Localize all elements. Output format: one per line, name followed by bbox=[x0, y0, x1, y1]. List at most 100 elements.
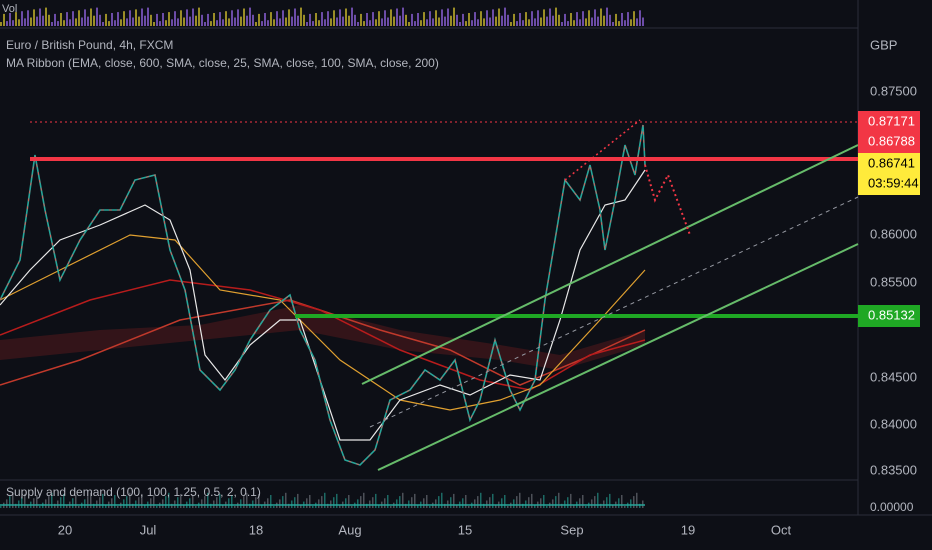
sd-bar bbox=[387, 495, 389, 508]
sd-bar bbox=[573, 504, 575, 508]
sd-bar bbox=[357, 499, 359, 508]
volume-bar bbox=[93, 15, 95, 26]
volume-bar bbox=[72, 11, 74, 26]
countdown-text: 03:59:44 bbox=[868, 175, 919, 190]
volume-bar bbox=[636, 18, 638, 26]
volume-bar bbox=[249, 7, 251, 26]
volume-bar bbox=[288, 9, 290, 26]
sd-bar bbox=[231, 495, 233, 508]
sd-bar bbox=[636, 492, 638, 508]
volume-bar bbox=[393, 16, 395, 26]
volume-bar bbox=[297, 15, 299, 26]
sd-bar bbox=[345, 498, 347, 508]
volume-bar bbox=[627, 12, 629, 26]
sd-bar bbox=[39, 506, 41, 508]
sd-bar bbox=[93, 503, 95, 508]
sd-bar bbox=[165, 496, 167, 508]
volume-bar bbox=[273, 19, 275, 26]
sd-bar bbox=[246, 492, 248, 508]
volume-label: Vol bbox=[2, 3, 17, 15]
sd-bar bbox=[312, 506, 314, 508]
sd-bar bbox=[624, 506, 626, 508]
sd-bar bbox=[180, 493, 182, 508]
volume-bar bbox=[462, 13, 464, 26]
volume-bar bbox=[474, 12, 476, 26]
sd-bar bbox=[300, 504, 302, 508]
volume-bar bbox=[189, 16, 191, 26]
symbol-title: Euro / British Pound, 4h, FXCM bbox=[6, 38, 173, 52]
volume-bar bbox=[546, 16, 548, 26]
sd-bar bbox=[141, 493, 143, 508]
indicator-title: MA Ribbon (EMA, close, 600, SMA, close, … bbox=[6, 56, 439, 70]
sd-bar bbox=[339, 504, 341, 508]
sd-bar bbox=[24, 493, 26, 508]
time-tick-label: Sep bbox=[560, 522, 583, 537]
volume-bar bbox=[276, 11, 278, 26]
volume-bar bbox=[240, 16, 242, 26]
sd-bar bbox=[375, 493, 377, 508]
sd-bar bbox=[402, 492, 404, 508]
volume-bar bbox=[498, 8, 500, 26]
volume-bar bbox=[291, 16, 293, 26]
sd-bar bbox=[105, 504, 107, 508]
volume-bar bbox=[48, 14, 50, 26]
volume-bar bbox=[399, 15, 401, 26]
sd-bar bbox=[582, 495, 584, 508]
volume-bar bbox=[219, 12, 221, 26]
sd-bar bbox=[90, 492, 92, 508]
sd-bar bbox=[294, 497, 296, 508]
volume-bar bbox=[513, 13, 515, 26]
volume-bar bbox=[465, 21, 467, 26]
volume-bar bbox=[246, 15, 248, 26]
volume-bar bbox=[525, 12, 527, 26]
volume-bar bbox=[39, 8, 41, 26]
lower-pane-tick: 0.00000 bbox=[870, 500, 914, 514]
sd-bar bbox=[444, 503, 446, 508]
sd-bar bbox=[378, 504, 380, 508]
volume-bar bbox=[174, 11, 176, 26]
sd-bar bbox=[513, 499, 515, 508]
sd-bar bbox=[351, 506, 353, 508]
price-tick-label: 0.86000 bbox=[870, 226, 917, 241]
sd-bar bbox=[333, 497, 335, 508]
sd-bar bbox=[321, 496, 323, 508]
sd-bar bbox=[441, 492, 443, 508]
volume-bar bbox=[258, 13, 260, 26]
time-tick-label: 18 bbox=[249, 522, 263, 537]
volume-bar bbox=[357, 22, 359, 26]
volume-bar bbox=[411, 13, 413, 26]
sd-bar bbox=[309, 495, 311, 508]
volume-bar bbox=[252, 14, 254, 26]
sd-bar bbox=[84, 499, 86, 508]
sd-bar bbox=[228, 498, 230, 508]
sd-bar bbox=[207, 492, 209, 508]
volume-bar bbox=[384, 10, 386, 26]
volume-bar bbox=[378, 11, 380, 26]
sd-bar bbox=[216, 497, 218, 508]
sd-bar bbox=[45, 499, 47, 508]
volume-bar bbox=[228, 18, 230, 26]
volume-bar bbox=[51, 22, 53, 26]
sd-bar bbox=[102, 493, 104, 508]
sma-25-orange bbox=[0, 234, 646, 411]
volume-bar bbox=[60, 13, 62, 26]
volume-bar bbox=[243, 8, 245, 26]
sd-bar bbox=[453, 493, 455, 508]
volume-bar bbox=[177, 18, 179, 26]
volume-bar bbox=[327, 11, 329, 26]
volume-bar bbox=[147, 7, 149, 26]
volume-bar bbox=[618, 21, 620, 26]
volume-bar bbox=[456, 14, 458, 26]
sd-bar bbox=[438, 496, 440, 508]
volume-bar bbox=[576, 12, 578, 26]
sd-bar bbox=[390, 506, 392, 508]
tag-level-bottom bbox=[858, 305, 920, 327]
volume-bar bbox=[324, 19, 326, 26]
sd-bar bbox=[12, 492, 14, 508]
sd-bar bbox=[555, 496, 557, 508]
sd-bar bbox=[279, 499, 281, 508]
sd-bar bbox=[504, 495, 506, 508]
volume-bar bbox=[594, 9, 596, 26]
tag-level-bottom-text: 0.85132 bbox=[868, 307, 915, 322]
volume-bar bbox=[369, 20, 371, 26]
